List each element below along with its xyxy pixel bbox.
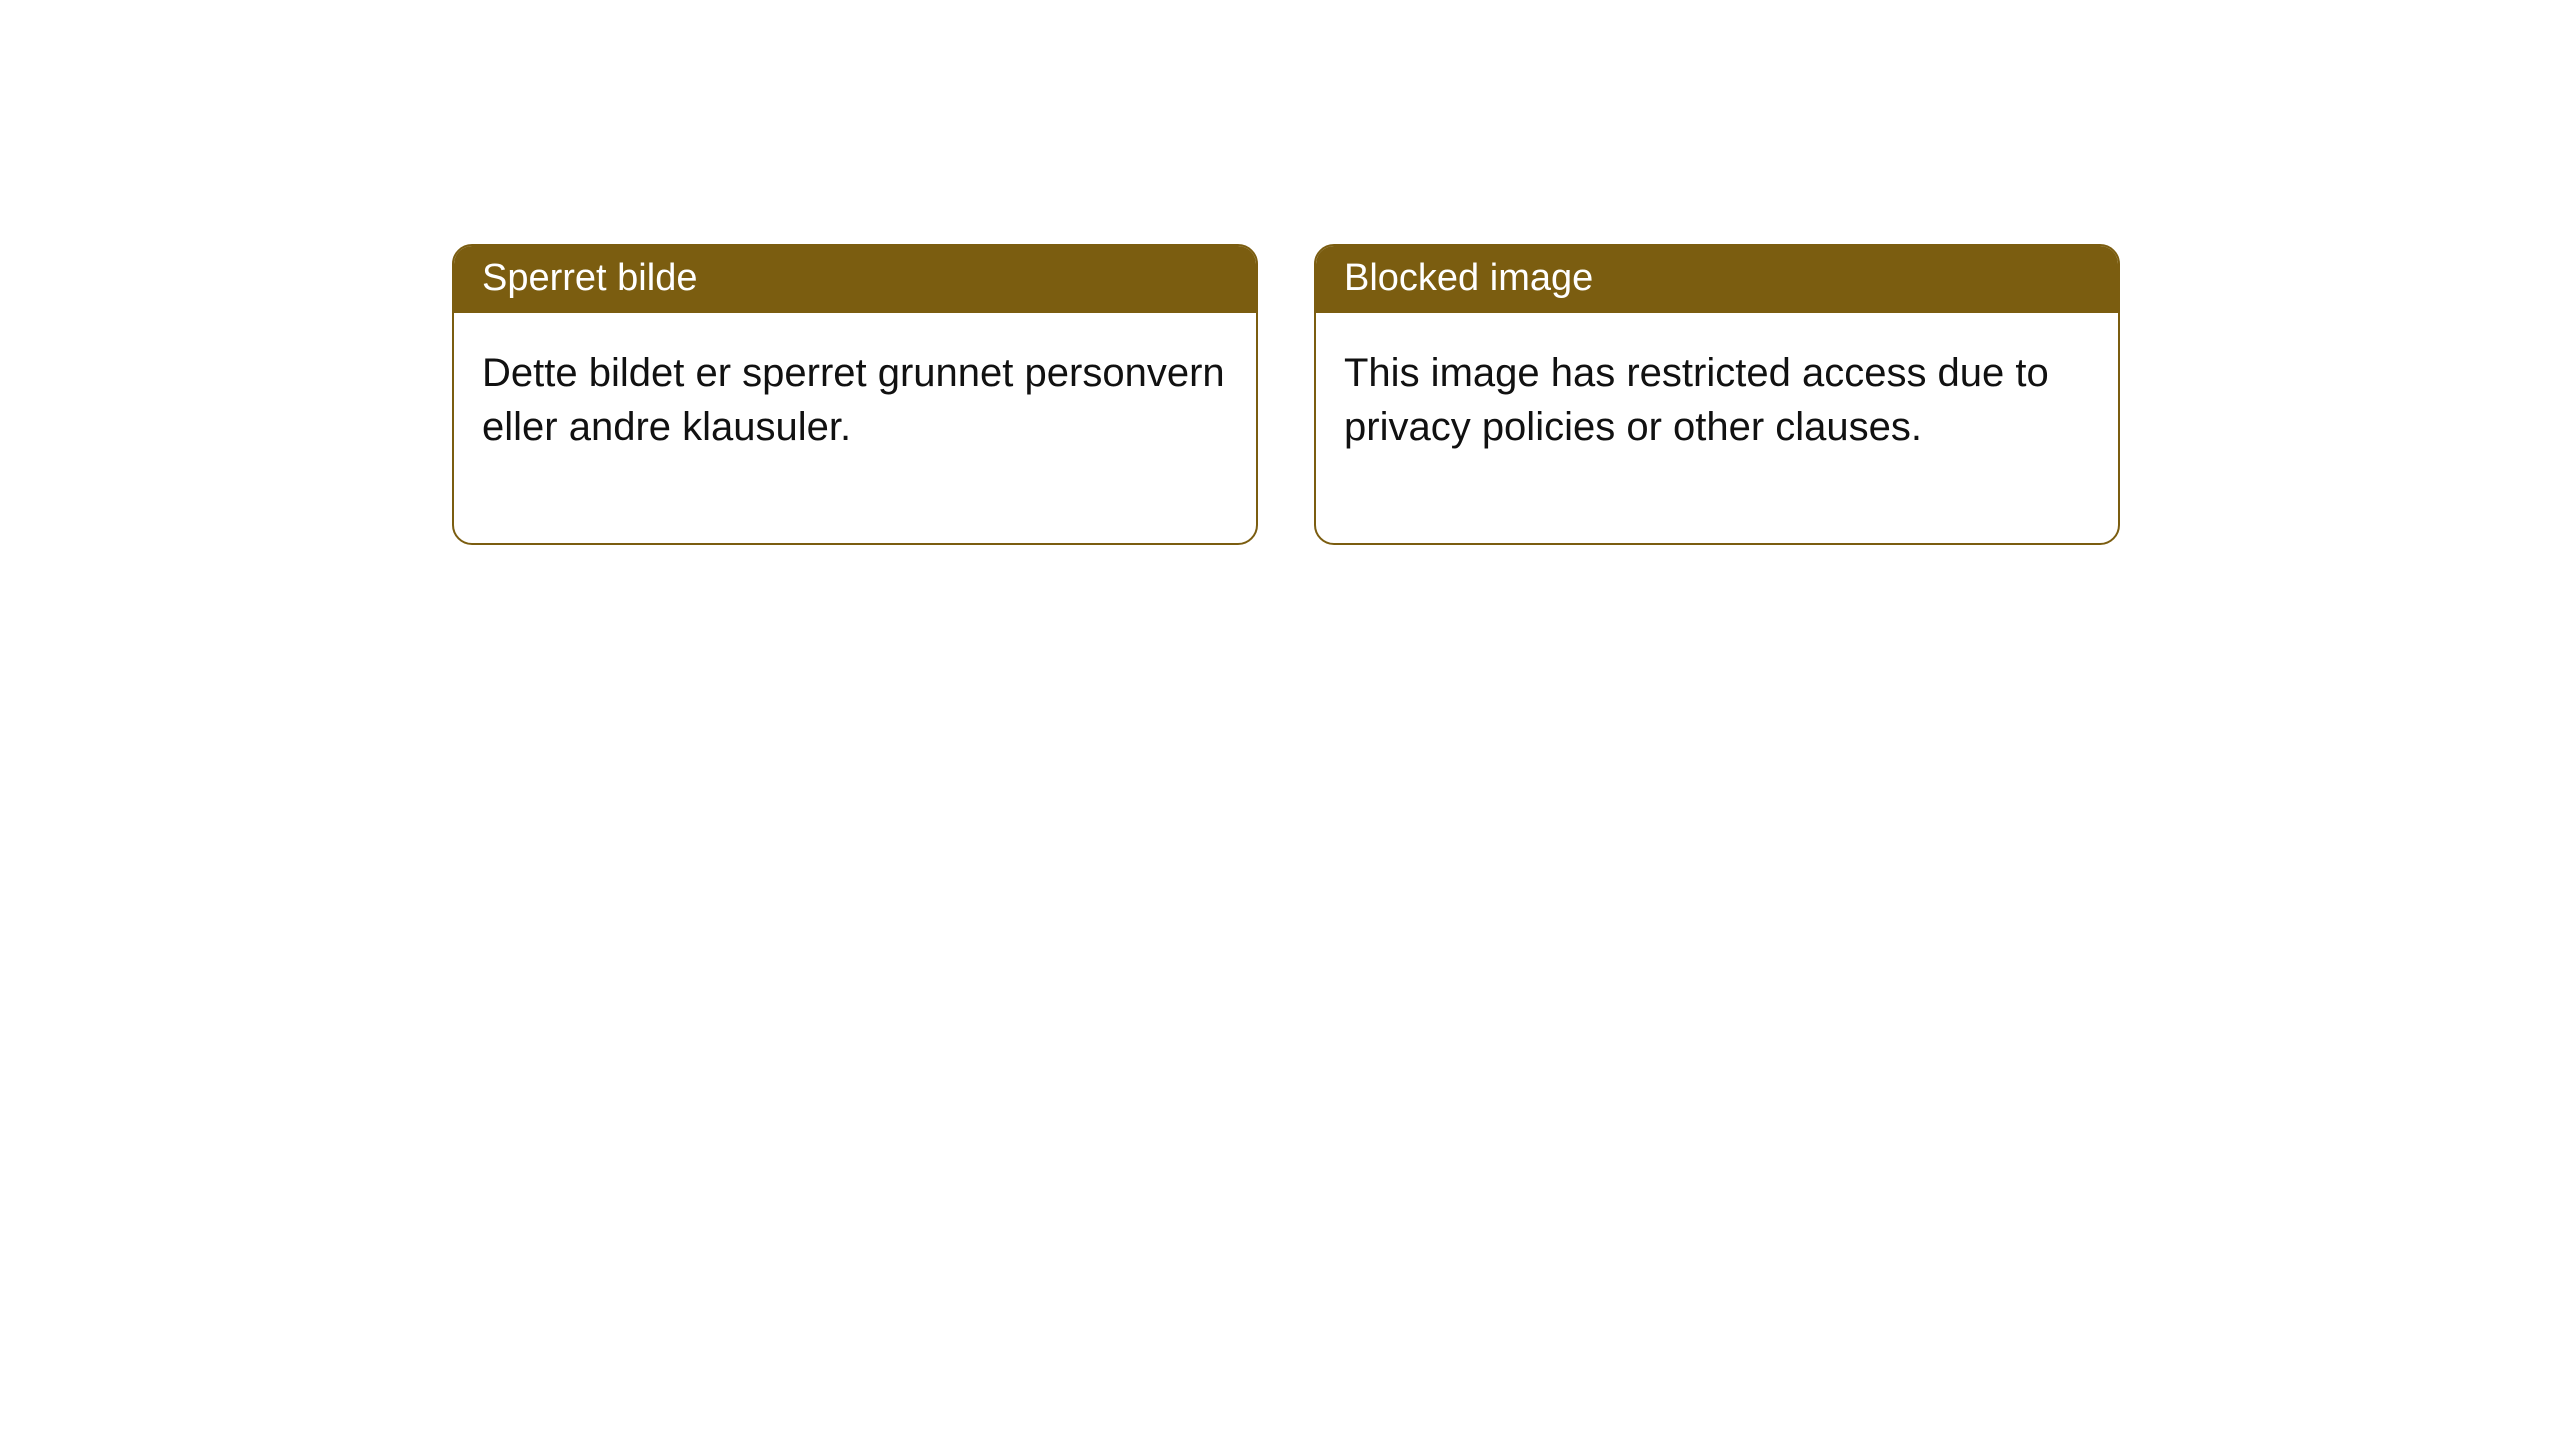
notice-body: This image has restricted access due to …	[1316, 313, 2118, 543]
notice-card-norwegian: Sperret bilde Dette bildet er sperret gr…	[452, 244, 1258, 545]
notice-card-english: Blocked image This image has restricted …	[1314, 244, 2120, 545]
notice-container: Sperret bilde Dette bildet er sperret gr…	[0, 0, 2560, 545]
notice-header: Blocked image	[1316, 246, 2118, 313]
notice-body: Dette bildet er sperret grunnet personve…	[454, 313, 1256, 543]
notice-header: Sperret bilde	[454, 246, 1256, 313]
